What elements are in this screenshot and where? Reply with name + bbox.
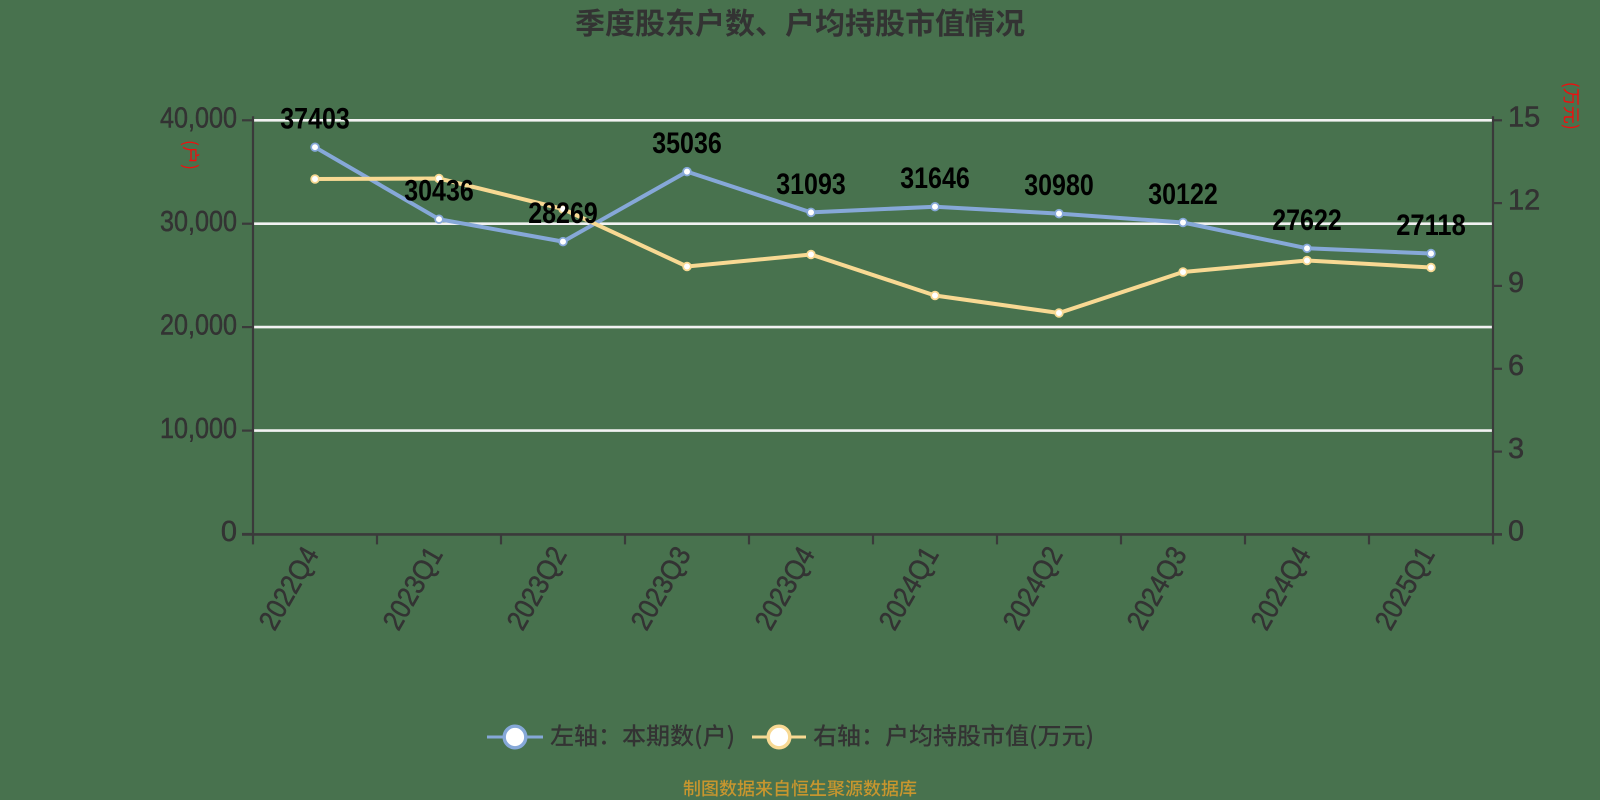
svg-text:20,000: 20,000 [160, 309, 237, 341]
svg-text:0: 0 [1508, 516, 1524, 548]
svg-text:9: 9 [1508, 267, 1524, 299]
svg-text:37403: 37403 [280, 103, 350, 136]
svg-text:15: 15 [1508, 102, 1540, 134]
svg-text:31646: 31646 [900, 162, 970, 195]
svg-text:27118: 27118 [1396, 209, 1466, 242]
svg-text:30122: 30122 [1148, 178, 1218, 211]
svg-text:27622: 27622 [1272, 204, 1342, 237]
svg-text:30436: 30436 [404, 175, 474, 208]
svg-text:12: 12 [1508, 184, 1540, 216]
svg-text:6: 6 [1508, 350, 1524, 382]
svg-text:0: 0 [221, 516, 237, 548]
svg-text:30980: 30980 [1024, 169, 1094, 202]
svg-text:40,000: 40,000 [160, 103, 237, 135]
svg-text:30,000: 30,000 [160, 206, 237, 238]
svg-text:28269: 28269 [528, 197, 598, 230]
svg-text:3: 3 [1508, 433, 1524, 465]
svg-text:31093: 31093 [776, 168, 846, 201]
svg-text:35036: 35036 [652, 127, 722, 160]
svg-text:10,000: 10,000 [160, 413, 237, 445]
